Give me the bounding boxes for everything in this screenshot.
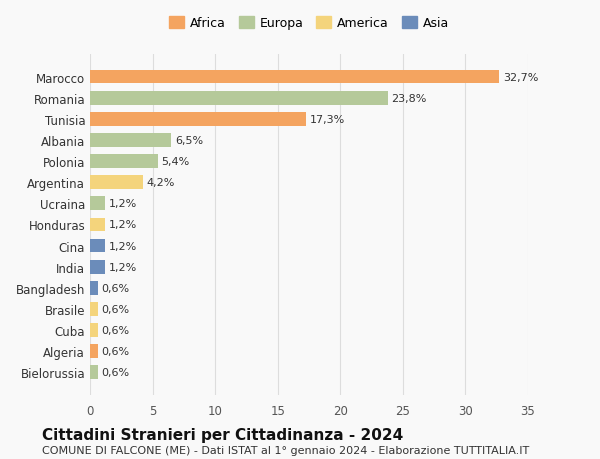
Text: 32,7%: 32,7%	[503, 73, 538, 82]
Text: 0,6%: 0,6%	[101, 368, 130, 377]
Bar	[90, 218, 105, 232]
Bar	[90, 71, 499, 84]
Bar	[90, 345, 98, 358]
Bar	[90, 260, 105, 274]
Text: 1,2%: 1,2%	[109, 220, 137, 230]
Text: 0,6%: 0,6%	[101, 304, 130, 314]
Bar	[90, 302, 98, 316]
Bar	[90, 366, 98, 379]
Bar	[90, 239, 105, 253]
Text: COMUNE DI FALCONE (ME) - Dati ISTAT al 1° gennaio 2024 - Elaborazione TUTTITALIA: COMUNE DI FALCONE (ME) - Dati ISTAT al 1…	[42, 445, 529, 455]
Text: 1,2%: 1,2%	[109, 199, 137, 209]
Bar	[90, 324, 98, 337]
Text: 6,5%: 6,5%	[175, 135, 203, 146]
Text: 4,2%: 4,2%	[146, 178, 175, 188]
Bar	[90, 155, 158, 168]
Text: 23,8%: 23,8%	[392, 94, 427, 103]
Bar	[90, 281, 98, 295]
Text: 1,2%: 1,2%	[109, 241, 137, 251]
Text: 0,6%: 0,6%	[101, 347, 130, 356]
Text: 0,6%: 0,6%	[101, 283, 130, 293]
Text: Cittadini Stranieri per Cittadinanza - 2024: Cittadini Stranieri per Cittadinanza - 2…	[42, 427, 403, 442]
Bar	[90, 112, 307, 126]
Bar	[90, 134, 172, 147]
Legend: Africa, Europa, America, Asia: Africa, Europa, America, Asia	[169, 17, 449, 30]
Text: 1,2%: 1,2%	[109, 262, 137, 272]
Text: 5,4%: 5,4%	[161, 157, 190, 167]
Text: 17,3%: 17,3%	[310, 115, 346, 124]
Bar	[90, 92, 388, 105]
Bar	[90, 197, 105, 211]
Text: 0,6%: 0,6%	[101, 325, 130, 335]
Bar	[90, 176, 143, 190]
